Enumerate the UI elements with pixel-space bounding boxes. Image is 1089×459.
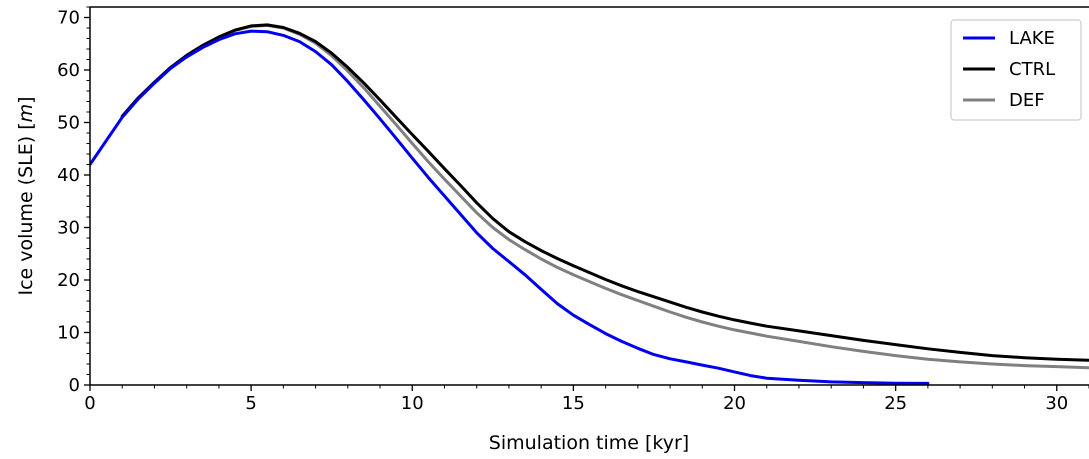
series-line-ctrl bbox=[120, 23, 1089, 362]
series-line-def bbox=[120, 23, 1089, 370]
y-tick-label: 70 bbox=[57, 8, 80, 29]
y-tick-label: 40 bbox=[57, 165, 80, 186]
y-tick-label: 30 bbox=[57, 218, 80, 239]
y-axis-title: Ice volume (SLE) [m] bbox=[15, 96, 37, 295]
y-axis-title-text: Ice volume (SLE) [ bbox=[15, 122, 37, 295]
y-axis-title-unit: m bbox=[15, 104, 37, 123]
y-tick-label: 0 bbox=[69, 375, 80, 396]
x-tick-label: 20 bbox=[723, 393, 746, 414]
series-group bbox=[90, 23, 1089, 385]
plot-area bbox=[90, 23, 1089, 385]
y-tick-label: 60 bbox=[57, 60, 80, 81]
x-tick-label: 25 bbox=[884, 393, 907, 414]
x-tick-label: 10 bbox=[401, 393, 424, 414]
y-tick-label: 10 bbox=[57, 323, 80, 344]
axes: 0 5 10 15 20 25 30 0 10 20 30 40 50 60 70 bbox=[57, 6, 1089, 414]
series-line-lake bbox=[90, 29, 930, 385]
legend: LAKE CTRL DEF bbox=[950, 19, 1082, 121]
y-tick-label: 20 bbox=[57, 270, 80, 291]
legend-label-lake: LAKE bbox=[1009, 28, 1055, 49]
y-tick-label: 50 bbox=[57, 113, 80, 134]
legend-box bbox=[950, 19, 1082, 121]
legend-label-def: DEF bbox=[1009, 90, 1045, 111]
legend-label-ctrl: CTRL bbox=[1009, 59, 1055, 80]
y-axis-title-close: ] bbox=[15, 96, 37, 103]
x-tick-label: 5 bbox=[245, 393, 256, 414]
x-axis-title: Simulation time [kyr] bbox=[489, 432, 689, 454]
x-tick-label: 15 bbox=[562, 393, 585, 414]
x-tick-label: 30 bbox=[1045, 393, 1068, 414]
x-tick-label: 0 bbox=[84, 393, 95, 414]
